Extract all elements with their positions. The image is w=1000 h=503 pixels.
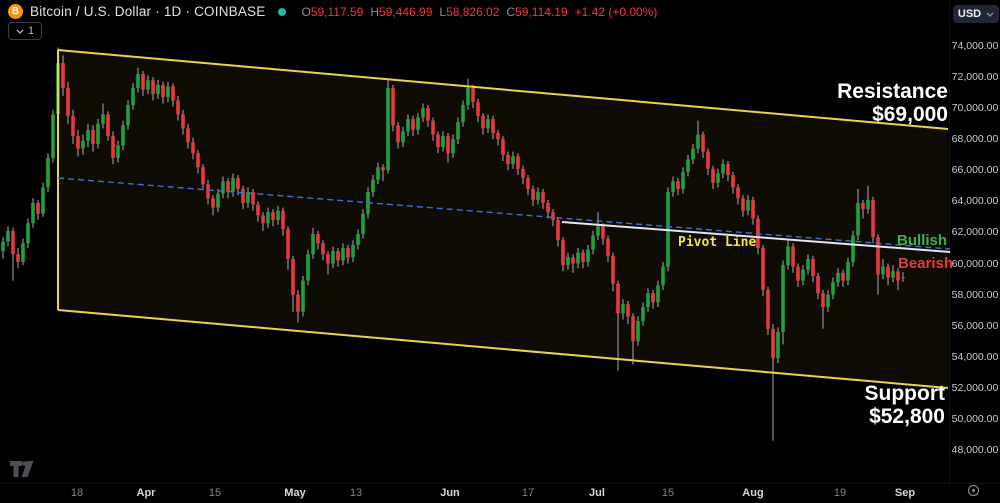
interval-quick-button[interactable]: 1 [8,22,43,40]
resistance-title: Resistance [837,80,948,103]
bearish-label[interactable]: Bearish [898,255,954,272]
price-tick-label: 62,000.00 [951,226,999,239]
time-tick-label: Sep [894,487,916,499]
time-tick-label: Jun [440,487,460,499]
tradingview-logo[interactable] [10,461,34,483]
channel-fill[interactable] [58,50,948,388]
time-tick-label: May [284,487,306,499]
change-value: +1.42 (+0.00%) [574,4,658,19]
time-axis-divider [0,483,1000,484]
symbol-legend[interactable]: B Bitcoin / U.S. Dollar · 1D · COINBASE … [8,4,657,19]
price-tick-label: 48,000.00 [951,444,999,456]
chevron-down-icon [16,29,24,34]
time-tick-label: Apr [136,487,156,499]
time-tick-label: 15 [208,487,222,499]
price-tick-label: 56,000.00 [951,319,999,332]
open-label: O [301,4,311,19]
time-axis[interactable]: 18 Apr 15 May 13 Jun 17 Jul 15 Aug 19 Sep [0,484,1000,503]
resistance-value: $69,000 [872,102,948,126]
time-tick-label: 13 [349,487,363,499]
price-axis[interactable]: 74,000.00 72,000.00 70,000.00 68,000.00 66,0… [950,0,1000,483]
price-tick-label: 68,000.00 [951,133,999,146]
channel-lower-line[interactable] [57,309,949,389]
price-tick-label: 58,000.00 [951,288,999,301]
price-axis-divider [949,0,950,483]
bitcoin-logo-icon: B [8,4,23,19]
time-tick-label: 18 [70,487,84,499]
channel-upper-line[interactable] [57,49,949,130]
time-tick-label: 17 [521,487,535,499]
time-tick-label: Jul [589,487,605,499]
ohlc-readout: O59,117.59 H59,446.99 L58,826.02 C59,114… [301,5,657,19]
support-annotation[interactable]: Support $52,800 [864,382,945,428]
price-tick-label: 66,000.00 [951,164,999,177]
price-tick-label: 74,000.00 [951,40,999,52]
open-value: 59,117.59 [310,4,364,19]
pivot-line[interactable] [561,221,951,253]
price-tick-label: 64,000.00 [951,195,999,208]
time-tick-label: 15 [661,487,675,499]
high-value: 59,446.99 [378,4,433,19]
low-label: L [439,4,447,19]
price-tick-label: 50,000.00 [951,412,999,425]
dashed-trend-line[interactable] [57,177,951,250]
time-tick-label: 19 [833,487,847,499]
axis-settings-icon[interactable] [966,483,981,503]
bullish-label[interactable]: Bullish [897,232,948,249]
currency-label: USD [957,8,982,20]
currency-selector-button[interactable]: USD [953,5,999,23]
close-label: C [506,4,516,19]
market-status-dot [278,7,287,16]
resistance-annotation[interactable]: Resistance $69,000 [837,80,948,126]
support-value: $52,800 [869,404,945,428]
support-title: Support [864,382,945,405]
price-tick-label: 72,000.00 [951,71,999,84]
low-value: 58,826.02 [446,4,500,19]
price-tick-label: 52,000.00 [951,381,999,394]
interval-quick-label: 1 [28,25,35,37]
pivot-line-label[interactable]: Pivot Line [678,235,757,250]
close-value: 59,114.19 [515,4,568,19]
price-tick-label: 70,000.00 [951,102,999,115]
symbol-title[interactable]: Bitcoin / U.S. Dollar · 1D · COINBASE [30,4,266,19]
price-tick-label: 54,000.00 [951,350,999,363]
high-label: H [370,4,379,19]
chevron-down-icon [986,12,994,17]
time-tick-label: Aug [742,487,764,499]
price-tick-label: 60,000.00 [951,257,999,270]
